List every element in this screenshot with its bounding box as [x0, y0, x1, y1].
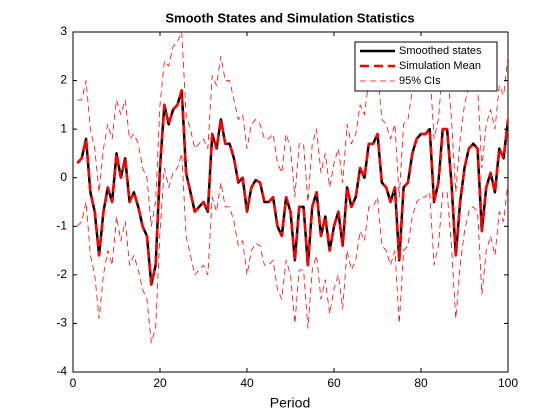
chart-title: Smooth States and Simulation Statistics	[165, 10, 414, 25]
series-line	[76, 89, 508, 286]
y-tick-label: 0	[60, 170, 67, 184]
series-line	[77, 32, 508, 227]
series-line	[77, 153, 508, 344]
x-tick-label: 40	[240, 376, 254, 390]
legend-label: 95% CIs	[399, 75, 441, 87]
y-tick-label: 3	[60, 24, 67, 38]
y-tick-label: 1	[60, 121, 67, 135]
y-tick-label: -2	[56, 267, 67, 281]
x-tick-label: 20	[153, 376, 167, 390]
x-tick-label: 80	[414, 376, 428, 390]
y-tick-label: -3	[56, 316, 67, 330]
legend-label: Smoothed states	[399, 45, 482, 57]
legend-label: Simulation Mean	[399, 60, 481, 72]
x-axis-label: Period	[270, 395, 310, 411]
y-tick-label: -1	[56, 218, 67, 232]
x-tick-label: 0	[70, 376, 77, 390]
series-group	[76, 32, 508, 344]
y-tick-label: 2	[60, 73, 67, 87]
x-tick-label: 60	[327, 376, 341, 390]
x-tick-label: 100	[498, 376, 518, 390]
y-tick-label: -4	[56, 364, 67, 378]
